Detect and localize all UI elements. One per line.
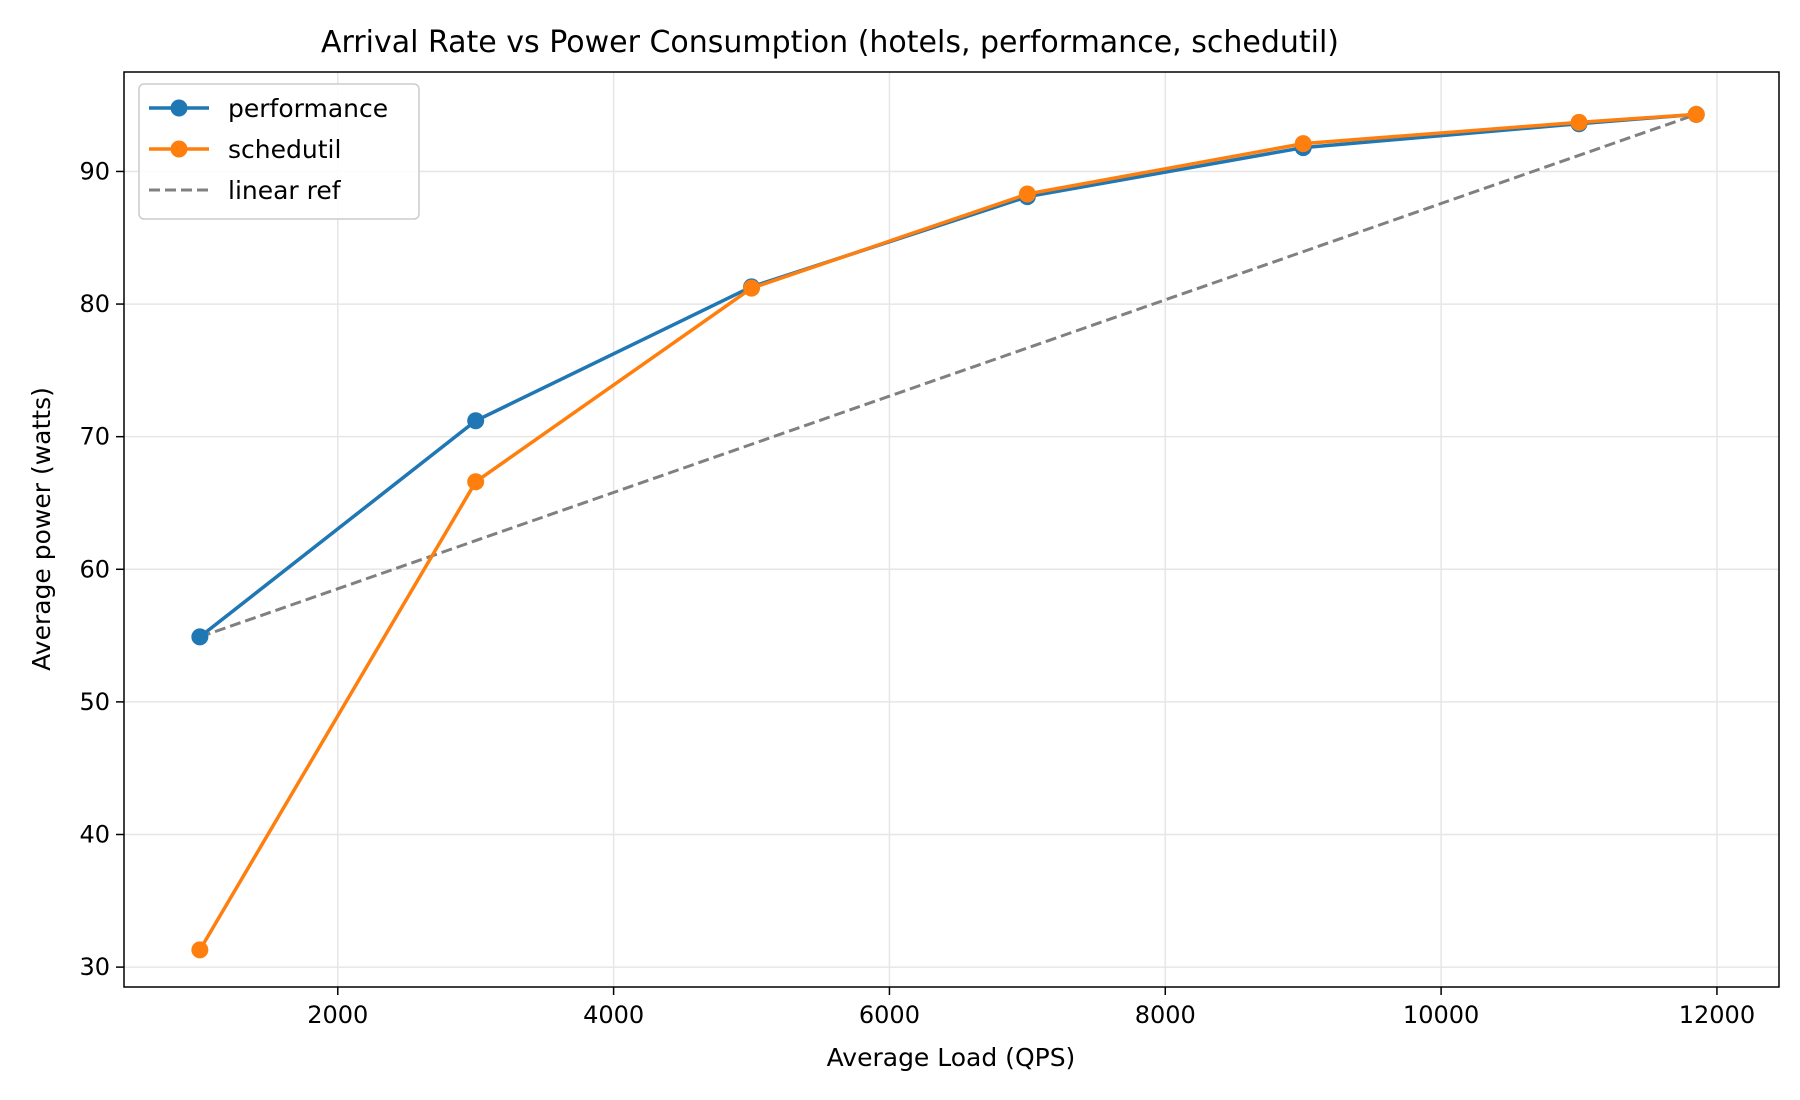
data-point-schedutil	[191, 941, 209, 959]
legend-marker-performance	[170, 99, 188, 117]
data-point-schedutil	[1018, 185, 1036, 203]
x-axis-ticks: 2000 4000 6000 8000 10000 12000	[307, 987, 1755, 1029]
chart-title: Arrival Rate vs Power Consumption (hotel…	[321, 25, 1339, 60]
x-tick-label: 4000	[583, 1001, 644, 1029]
y-tick-label: 90	[79, 157, 110, 185]
x-axis-label: Average Load (QPS)	[827, 1043, 1076, 1072]
legend-label-performance: performance	[228, 94, 388, 123]
y-axis-ticks: 30 40 50 60 70 80 90	[79, 157, 124, 981]
y-tick-label: 70	[79, 423, 110, 451]
legend-box	[138, 83, 420, 220]
y-tick-label: 40	[79, 821, 110, 849]
data-point-schedutil	[743, 279, 761, 297]
data-point-performance	[467, 412, 485, 430]
legend-label-schedutil: schedutil	[228, 135, 341, 164]
legend-label-linear-ref: linear ref	[228, 176, 342, 205]
y-tick-label: 50	[79, 688, 110, 716]
y-tick-label: 80	[79, 290, 110, 318]
y-tick-label: 60	[79, 555, 110, 583]
series-layer	[191, 105, 1705, 959]
legend: performance schedutil linear ref	[138, 83, 420, 220]
legend-items: performance schedutil linear ref	[149, 94, 388, 205]
data-point-schedutil	[467, 473, 485, 491]
data-point-schedutil	[1294, 135, 1312, 153]
data-point-performance	[191, 628, 209, 646]
data-point-schedutil	[1570, 113, 1588, 131]
x-tick-label: 6000	[859, 1001, 920, 1029]
plot-area-frame	[123, 71, 1780, 988]
legend-marker-schedutil	[170, 140, 188, 158]
y-axis-label: Average power (watts)	[27, 387, 56, 671]
x-tick-label: 2000	[307, 1001, 368, 1029]
x-tick-label: 12000	[1679, 1001, 1755, 1029]
data-point-schedutil	[1687, 105, 1705, 123]
y-tick-label: 30	[79, 953, 110, 981]
x-tick-label: 8000	[1135, 1001, 1196, 1029]
x-tick-label: 10000	[1403, 1001, 1479, 1029]
grid-lines	[124, 72, 1779, 987]
series-line-linear-ref	[199, 112, 1697, 639]
